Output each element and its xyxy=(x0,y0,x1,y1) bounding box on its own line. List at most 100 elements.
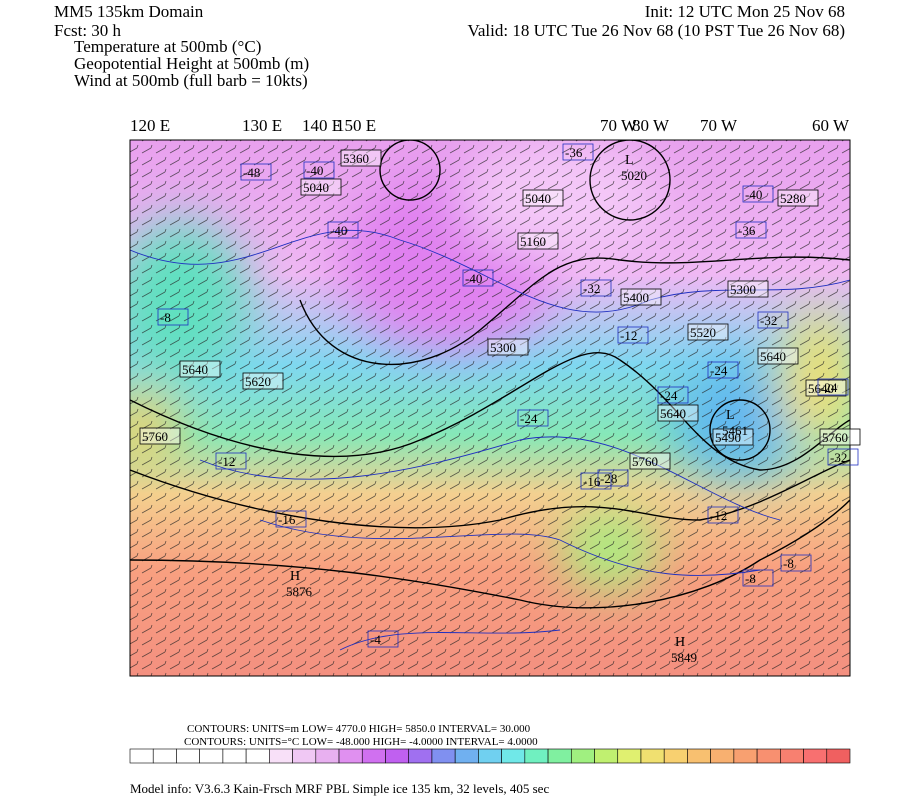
temperature-label: -24 xyxy=(710,363,728,378)
field-title: Geopotential Height at 500mb (m) xyxy=(74,54,309,73)
longitude-label: 130 E xyxy=(242,116,282,135)
height-label: 5640 xyxy=(182,362,208,377)
height-label: 5040 xyxy=(525,191,551,206)
temperature-label: -32 xyxy=(830,450,847,465)
center-symbol: L xyxy=(625,153,634,168)
colorbar-swatch xyxy=(245,748,270,764)
temperature-label-box xyxy=(327,221,359,239)
height-label-box xyxy=(805,379,847,397)
colorbar-swatch xyxy=(408,748,433,764)
height-label: 5760 xyxy=(822,430,848,445)
model-info: Model info: V3.6.3 Kain-Frsch MRF PBL Si… xyxy=(130,781,549,796)
temperature-label-box xyxy=(617,326,649,344)
height-label: 5280 xyxy=(780,191,806,206)
colorbar-swatch xyxy=(385,748,410,764)
colorbar-swatch xyxy=(315,748,340,764)
colorbar-swatch xyxy=(478,748,502,764)
temperature-label-box xyxy=(707,506,739,524)
center-value: 5876 xyxy=(286,584,313,599)
height-label: 5620 xyxy=(245,374,271,389)
temperature-label-box xyxy=(597,469,629,487)
temperature-label-box xyxy=(817,378,849,396)
longitude-label: 70 W xyxy=(600,116,638,135)
colorbar-swatch xyxy=(524,748,549,764)
temperature-label: -40 xyxy=(745,187,762,202)
height-label: 5160 xyxy=(520,234,546,249)
map-field xyxy=(130,140,850,676)
colorbar-swatch xyxy=(222,748,247,764)
height-label-box xyxy=(819,428,861,446)
height-label-box xyxy=(522,189,564,207)
temperature-label: -36 xyxy=(565,145,583,160)
colorbar-swatch xyxy=(501,748,526,764)
temperature-label-box xyxy=(275,510,307,528)
temperature-label-box xyxy=(735,221,767,239)
forecast-hour: Fcst: 30 h xyxy=(54,21,122,40)
temperature-label-box xyxy=(580,472,612,490)
height-label: 5300 xyxy=(490,340,516,355)
height-label-box xyxy=(242,372,284,390)
temperature-label-box xyxy=(757,311,789,329)
colorbar-swatch xyxy=(570,748,595,764)
height-label: 5640 xyxy=(660,406,686,421)
temperature-label: -32 xyxy=(760,313,777,328)
height-label-box xyxy=(727,280,769,298)
temperature-label: -48 xyxy=(243,165,260,180)
temperature-label-box xyxy=(240,163,272,181)
valid-time: Valid: 18 UTC Tue 26 Nov 68 (10 PST Tue … xyxy=(467,21,845,40)
colorbar-swatch xyxy=(338,748,363,764)
temperature-label: -24 xyxy=(520,411,538,426)
colorbar-swatch xyxy=(640,748,665,764)
height-label-box xyxy=(300,178,342,196)
temperature-label-box xyxy=(303,161,335,179)
temperature-label: -8 xyxy=(745,571,756,586)
longitude-label: 80 W xyxy=(632,116,670,135)
colorbar-swatch xyxy=(663,748,688,764)
longitude-label: 140 E xyxy=(302,116,342,135)
center-value: 5461 xyxy=(722,423,748,438)
longitude-label: 120 E xyxy=(130,116,170,135)
colorbar-swatch xyxy=(454,748,479,764)
temperature-label: -8 xyxy=(160,310,171,325)
longitude-label: 150 E xyxy=(336,116,376,135)
temperature-label: -12 xyxy=(620,328,637,343)
longitude-label: 60 W xyxy=(812,116,850,135)
colorbar-swatch xyxy=(687,748,711,764)
height-label: 5640 xyxy=(760,349,786,364)
field-title: Temperature at 500mb (°C) xyxy=(74,37,261,56)
temperature-contour-info: CONTOURS: UNITS=°C LOW= -48.000 HIGH= -4… xyxy=(184,736,538,748)
temperature-label-box xyxy=(517,409,549,427)
colorbar-swatch xyxy=(756,748,781,764)
height-label-box xyxy=(487,338,529,356)
temperature-label: -40 xyxy=(306,163,323,178)
map-frame xyxy=(129,139,851,677)
height-label-box xyxy=(179,360,221,378)
colorbar-swatch xyxy=(826,748,851,764)
height-label: 5040 xyxy=(303,180,329,195)
center-value: 5849 xyxy=(671,650,697,665)
center-value: 5020 xyxy=(621,168,647,183)
height-label: 5300 xyxy=(730,282,756,297)
temperature-label-box xyxy=(780,554,812,572)
temperature-label: -40 xyxy=(330,223,347,238)
colorbar-swatch xyxy=(617,748,642,764)
longitude-label: 70 W xyxy=(700,116,738,135)
height-label-box xyxy=(517,232,559,250)
height-label-box xyxy=(757,347,799,365)
colorbar-swatch xyxy=(129,748,154,764)
height-label-box xyxy=(620,288,662,306)
height-label: 5490 xyxy=(715,430,741,445)
temperature-label-box xyxy=(562,143,594,161)
height-label-box xyxy=(340,149,382,167)
colorbar-swatch xyxy=(176,748,200,764)
height-label-box xyxy=(629,452,671,470)
height-label: 5400 xyxy=(623,290,649,305)
temperature-label: -24 xyxy=(820,380,838,395)
colorbar-swatch xyxy=(547,748,572,764)
colorbar-swatch xyxy=(152,748,177,764)
temperature-label-box xyxy=(157,308,189,326)
temperature-label: -24 xyxy=(660,388,678,403)
center-symbol: H xyxy=(675,635,685,650)
center-symbol: H xyxy=(290,569,300,584)
